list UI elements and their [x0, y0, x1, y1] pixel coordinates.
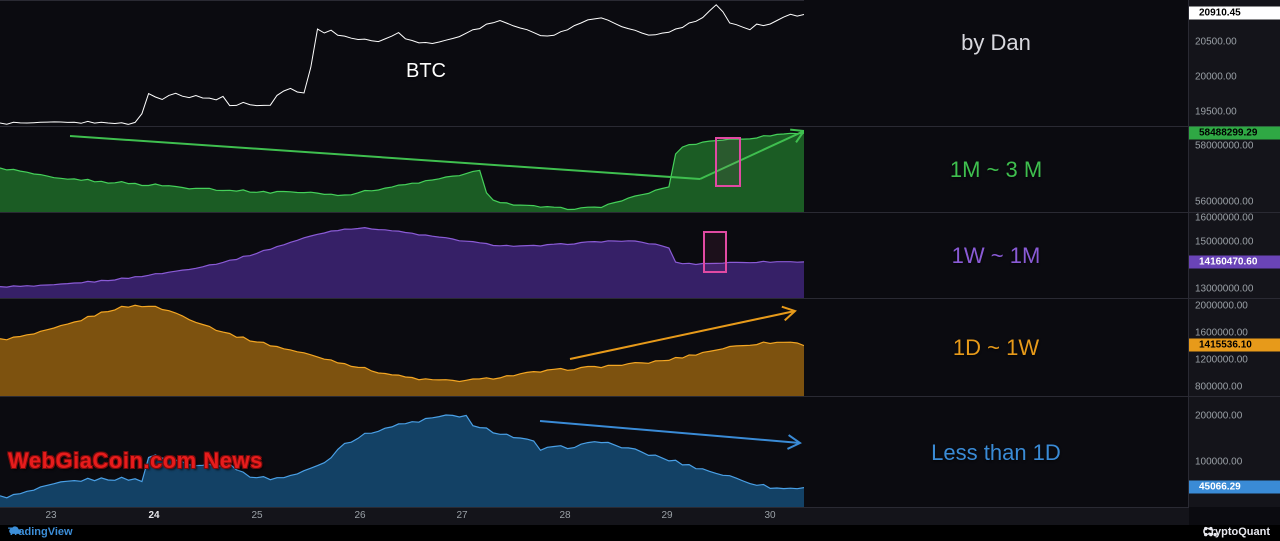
- y-tick: 800000.00: [1195, 381, 1276, 392]
- panel-age_1w_1m: [0, 212, 804, 299]
- panel-svg-age_1w_1m: [0, 213, 804, 299]
- btc-label: BTC: [406, 60, 446, 83]
- y-tick: 2000000.00: [1195, 300, 1276, 311]
- panel-label: 1W ~ 1M: [952, 243, 1041, 269]
- panel-svg-age_1m_3m: [0, 127, 804, 213]
- cryptoquant-badge: CryptoQuant: [1203, 526, 1270, 538]
- price-tag: 20910.45: [1189, 7, 1280, 20]
- x-axis: 23 24 25 26 27 28 29 30: [0, 507, 1189, 526]
- x-tick: 25: [251, 510, 262, 521]
- x-tick: 27: [456, 510, 467, 521]
- tradingview-badge: TradingView: [8, 526, 73, 538]
- x-tick: 26: [354, 510, 365, 521]
- x-tick: 30: [764, 510, 775, 521]
- panel-label: 1M ~ 3 M: [950, 157, 1042, 183]
- y-tick: 20500.00: [1195, 37, 1276, 48]
- byline: by Dan: [804, 30, 1188, 56]
- price-tag: 58488299.29: [1189, 126, 1280, 139]
- x-tick: 23: [45, 510, 56, 521]
- y-axis-column: 19500.00 20000.00 20500.00 20910.45 56000000…: [1189, 0, 1280, 507]
- y-tick: 56000000.00: [1195, 196, 1276, 207]
- y-tick: 13000000.00: [1195, 284, 1276, 295]
- cloud-icon: [8, 526, 22, 536]
- price-tag: 1415536.10: [1189, 339, 1280, 352]
- y-tick: 16000000.00: [1195, 212, 1276, 223]
- highlight-box: [703, 231, 727, 273]
- y-tick: 15000000.00: [1195, 236, 1276, 247]
- panel-svg-btc: [0, 1, 804, 127]
- panel-label-cell-age_1m_3m: 1M ~ 3 M: [804, 126, 1188, 213]
- y-tick: 100000.00: [1195, 456, 1276, 467]
- panel-age_1m_3m: [0, 126, 804, 213]
- panel-svg-age_1d_1w: [0, 299, 804, 397]
- y-tick: 200000.00: [1195, 410, 1276, 421]
- panel-label: 1D ~ 1W: [953, 335, 1039, 361]
- x-tick: 24: [148, 510, 159, 521]
- y-tick: 20000.00: [1195, 72, 1276, 83]
- x-tick: 28: [559, 510, 570, 521]
- y-tick: 58000000.00: [1195, 141, 1276, 152]
- y-tick: 19500.00: [1195, 107, 1276, 118]
- price-tag: 45066.29: [1189, 481, 1280, 494]
- axis-cell-age_1w_1m: 13000000.00 15000000.00 16000000.00 1416047…: [1189, 212, 1280, 299]
- axis-cell-btc: 19500.00 20000.00 20500.00 20910.45: [1189, 0, 1280, 126]
- axis-cell-age_1d_1w: 800000.00 1200000.00 1600000.00 2000000.00 1…: [1189, 298, 1280, 397]
- x-tick: 29: [661, 510, 672, 521]
- y-tick: 1600000.00: [1195, 327, 1276, 338]
- panel-label: Less than 1D: [931, 440, 1061, 466]
- chart-column: [0, 0, 804, 507]
- cryptoquant-icon: [1203, 526, 1217, 538]
- footer-bar: TradingView CryptoQuant: [0, 525, 1280, 541]
- y-tick: 1200000.00: [1195, 354, 1276, 365]
- panel-label-cell-age_1w_1m: 1W ~ 1M: [804, 212, 1188, 299]
- price-tag: 14160470.60: [1189, 255, 1280, 268]
- axis-cell-age_1m_3m: 56000000.00 58000000.00 58488299.29: [1189, 126, 1280, 213]
- panel-label-cell-age_lt_1d: Less than 1D: [804, 396, 1188, 508]
- trend-arrow: [70, 136, 700, 179]
- panel-label-cell-age_1d_1w: 1D ~ 1W: [804, 298, 1188, 397]
- label-column: 1M ~ 3 M 1W ~ 1M 1D ~ 1W Less than 1D: [804, 0, 1189, 507]
- panel-btc: [0, 0, 804, 127]
- axis-cell-age_lt_1d: 100000.00 200000.00 45066.29: [1189, 396, 1280, 508]
- watermark: WebGiaCoin.com News: [8, 448, 263, 474]
- highlight-box: [715, 137, 741, 187]
- panel-age_1d_1w: [0, 298, 804, 397]
- dashboard-root: 1M ~ 3 M 1W ~ 1M 1D ~ 1W Less than 1D 19500…: [0, 0, 1280, 541]
